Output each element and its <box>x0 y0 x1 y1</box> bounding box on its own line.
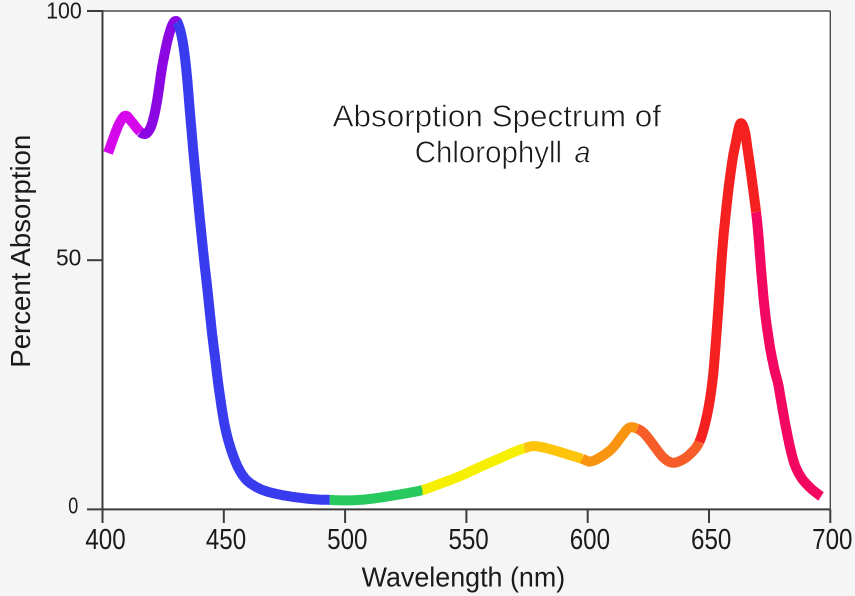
svg-text:100: 100 <box>46 0 82 23</box>
svg-text:Chlorophyll: Chlorophyll <box>415 134 562 169</box>
svg-text:500: 500 <box>327 524 367 556</box>
svg-text:Wavelength (nm): Wavelength (nm) <box>362 562 566 593</box>
svg-text:600: 600 <box>570 524 610 556</box>
svg-text:700: 700 <box>812 524 852 556</box>
svg-text:a: a <box>575 134 591 169</box>
svg-text:550: 550 <box>448 524 488 556</box>
svg-text:50: 50 <box>56 244 81 270</box>
svg-text:400: 400 <box>85 524 125 556</box>
svg-text:650: 650 <box>691 524 731 556</box>
svg-text:Percent Absorption: Percent Absorption <box>5 135 36 368</box>
svg-text:0: 0 <box>68 493 78 519</box>
svg-text:Absorption Spectrum of: Absorption Spectrum of <box>333 99 662 134</box>
svg-text:450: 450 <box>206 524 246 556</box>
